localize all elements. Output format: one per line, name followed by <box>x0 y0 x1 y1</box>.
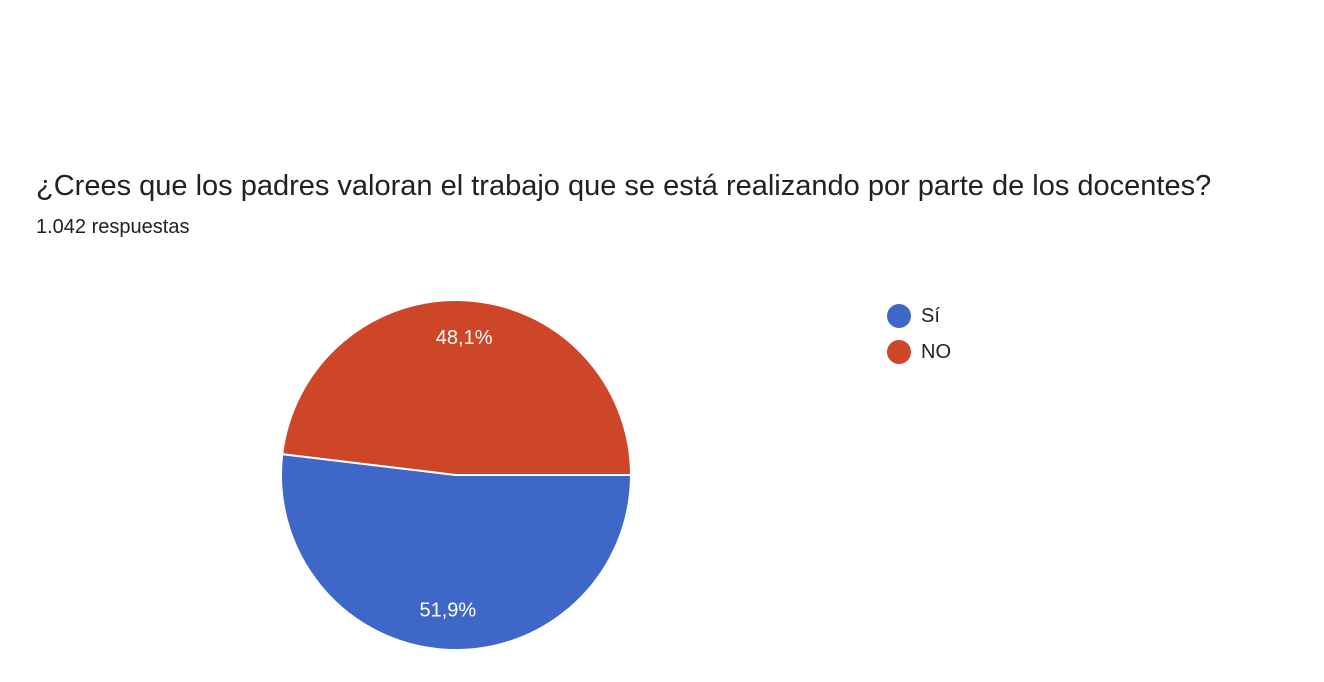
pie-labels: 51,9% 48,1% <box>420 327 493 622</box>
pie-slices <box>280 299 633 652</box>
legend-item-si: Sí <box>887 298 951 334</box>
response-count: 1.042 respuestas <box>36 216 190 238</box>
legend-label-si: Sí <box>921 305 940 327</box>
legend-item-no: NO <box>887 334 951 370</box>
question-title: ¿Crees que los padres valoran el trabajo… <box>36 170 1212 202</box>
slice-label-s-: 51,9% <box>420 600 477 622</box>
slice-label-no: 48,1% <box>436 327 493 349</box>
legend-swatch-si <box>887 304 911 328</box>
legend-label-no: NO <box>921 341 951 363</box>
pie-slice-s- <box>280 453 633 652</box>
legend: Sí NO <box>887 298 951 370</box>
pie-slice-no <box>281 299 633 476</box>
legend-swatch-no <box>887 340 911 364</box>
